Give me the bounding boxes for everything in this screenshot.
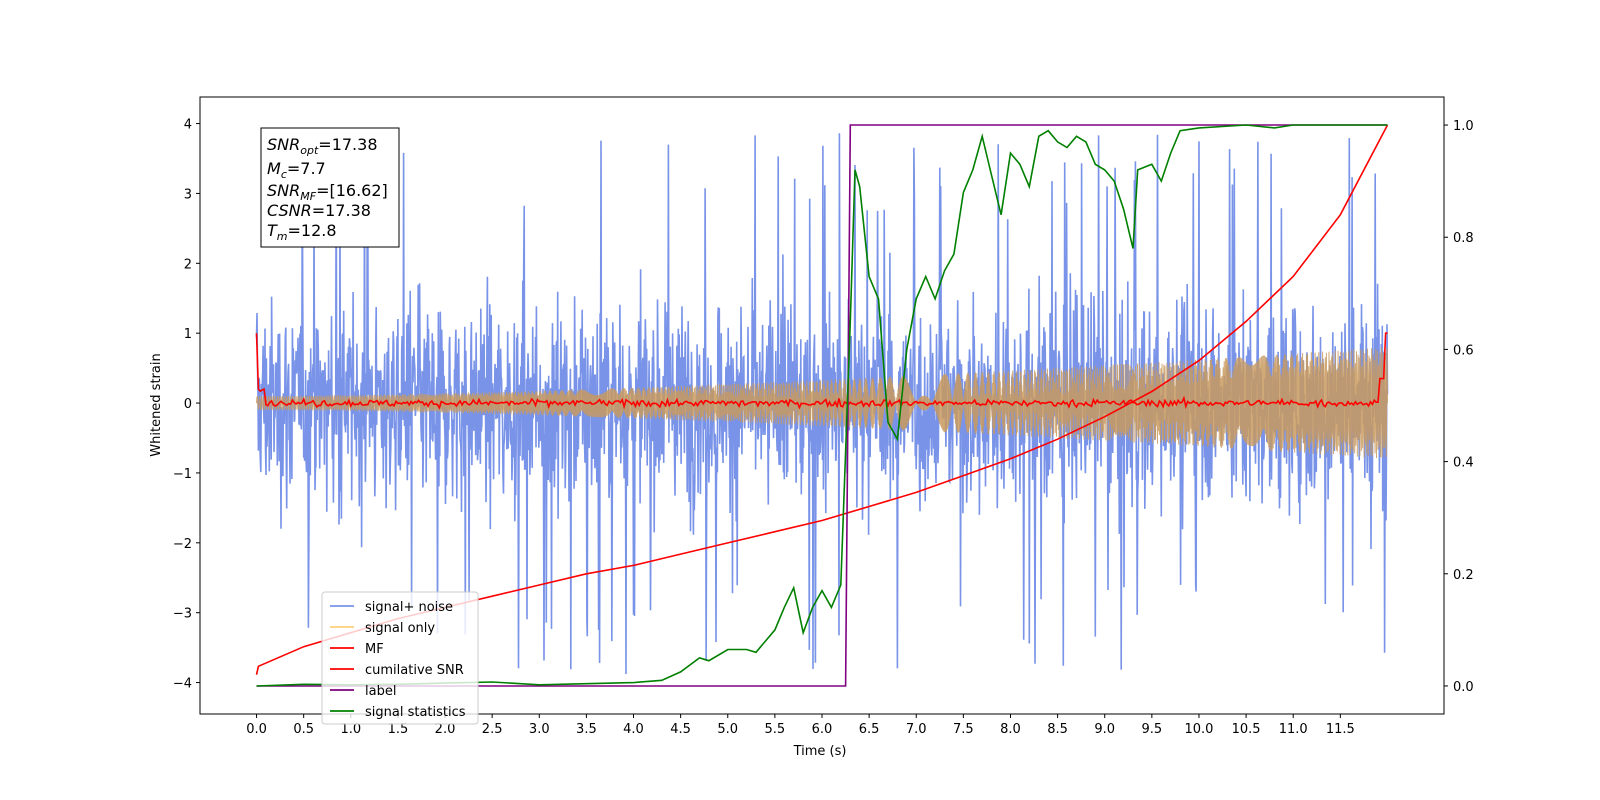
x-tick-label: 7.5 xyxy=(953,722,974,737)
legend-label: label xyxy=(365,684,396,699)
series-mf xyxy=(255,332,1388,410)
legend: signal+ noise signal only MF cumilative SNR… xyxy=(321,591,479,725)
legend-label: signal statistics xyxy=(365,705,466,720)
y-right-tick-label: 0.6 xyxy=(1453,343,1474,358)
x-tick-label: 3.5 xyxy=(576,722,597,737)
x-tick-label: 8.5 xyxy=(1047,722,1068,737)
x-tick-label: 4.0 xyxy=(623,722,644,737)
x-tick-label: 5.0 xyxy=(717,722,738,737)
y-right-tick-label: 0.4 xyxy=(1453,456,1474,471)
x-tick-label: 6.0 xyxy=(812,722,833,737)
y-left-tick-label: 4 xyxy=(184,118,192,133)
x-tick-label: 10.5 xyxy=(1232,722,1261,737)
y-left-tick-label: 3 xyxy=(184,187,192,202)
x-tick-label: 11.5 xyxy=(1326,722,1355,737)
x-tick-label: 0.0 xyxy=(246,722,267,737)
legend-label: MF xyxy=(365,642,384,657)
y-left-tick-label: 2 xyxy=(184,257,192,272)
info-box-frame xyxy=(260,127,400,248)
y-right-tick-label: 1.0 xyxy=(1453,119,1474,134)
x-tick-label: 1.0 xyxy=(340,722,361,737)
x-tick-label: 8.0 xyxy=(1000,722,1021,737)
x-axis-ticks: 0.0 0.5 1.0 1.5 2.0 2.5 3.0 3.5 4.0 4.5 5.0 5.5 6.0 6… xyxy=(246,714,1355,737)
x-tick-label: 9.5 xyxy=(1142,722,1163,737)
y-left-axis-ticks: −4 −3 −2 −1 0 1 2 3 4 xyxy=(173,118,200,692)
y-right-tick-label: 0.2 xyxy=(1453,568,1474,583)
series-signal-noise xyxy=(255,133,1389,675)
y-left-tick-label: 0 xyxy=(184,397,192,412)
y-left-tick-label: −1 xyxy=(173,467,192,482)
y-left-tick-label: −4 xyxy=(173,677,192,692)
legend-label: signal+ noise xyxy=(365,600,453,615)
x-tick-label: 2.0 xyxy=(435,722,456,737)
x-tick-label: 0.5 xyxy=(293,722,314,737)
y-axis-label: Whitened strain xyxy=(149,353,164,456)
y-right-tick-label: 0.0 xyxy=(1453,680,1474,695)
series-signal-statistics xyxy=(256,124,1388,687)
y-left-tick-label: −2 xyxy=(173,537,192,552)
x-tick-label: 5.5 xyxy=(765,722,786,737)
legend-label: signal only xyxy=(365,621,435,636)
info-snr-mf: SNRMF=[16.62] xyxy=(267,181,388,203)
y-right-tick-label: 0.8 xyxy=(1453,231,1474,246)
x-tick-label: 7.0 xyxy=(906,722,927,737)
x-tick-label: 2.5 xyxy=(482,722,503,737)
x-tick-label: 6.5 xyxy=(859,722,880,737)
y-left-tick-label: 1 xyxy=(184,327,192,342)
x-tick-label: 11.0 xyxy=(1279,722,1308,737)
x-tick-label: 4.5 xyxy=(670,722,691,737)
x-tick-label: 3.0 xyxy=(529,722,550,737)
x-tick-label: 1.5 xyxy=(388,722,409,737)
info-mc: Mc=7.7 xyxy=(267,159,326,181)
y-right-axis-ticks: 0.0 0.2 0.4 0.6 0.8 1.0 xyxy=(1444,119,1474,695)
info-tm: Tm=12.8 xyxy=(267,221,337,243)
x-tick-label: 10.0 xyxy=(1184,722,1213,737)
info-csnr: CSNR=17.38 xyxy=(267,201,371,220)
x-axis-label: Time (s) xyxy=(793,744,847,759)
x-tick-label: 9.0 xyxy=(1094,722,1115,737)
legend-frame xyxy=(321,591,479,725)
info-box: SNRopt=17.38 Mc=7.7 SNRMF=[16.62] CSNR=1… xyxy=(260,127,400,248)
legend-label: cumilative SNR xyxy=(365,663,464,678)
y-left-tick-label: −3 xyxy=(173,607,192,622)
info-snr-opt: SNRopt=17.38 xyxy=(267,135,378,157)
